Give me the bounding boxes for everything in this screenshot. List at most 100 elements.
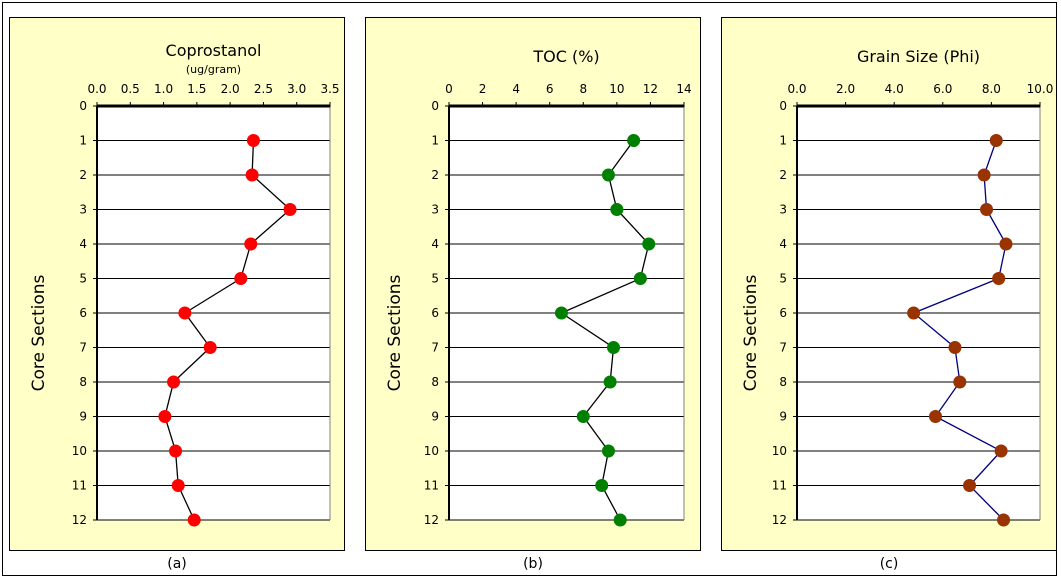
data-point <box>607 341 620 354</box>
data-point <box>187 513 201 527</box>
chart-panel-coprostanol: 0.0 0.5 1.0 1.5 2.0 2.5 3.0 3.5 0 1 2 3 4 5 6 7 8 9 10 11 12… <box>9 17 345 551</box>
y-tick-label: 6 <box>79 306 87 320</box>
data-point <box>992 272 1006 285</box>
chart-title: Grain Size (Phi) <box>857 47 980 66</box>
x-tick-label: 4.0 <box>885 82 904 96</box>
x-tick-label: 2.0 <box>836 82 855 96</box>
y-axis-title: Core Sections <box>385 274 405 391</box>
y-tick-label: 1 <box>79 134 87 148</box>
x-tick-label: 0.0 <box>87 82 106 96</box>
y-tick-label: 11 <box>772 479 787 493</box>
chart-title: Coprostanol <box>166 41 262 60</box>
y-tick-label: 3 <box>79 203 87 217</box>
y-tick-label: 8 <box>779 375 787 389</box>
data-point <box>171 479 185 492</box>
y-tick-label: 10 <box>772 444 787 458</box>
data-point <box>613 513 627 527</box>
x-tick-label: 6.0 <box>933 82 952 96</box>
data-point <box>246 134 260 147</box>
data-point <box>642 237 656 251</box>
data-point <box>601 168 615 182</box>
y-tick-label: 4 <box>79 237 87 251</box>
data-point <box>167 375 181 389</box>
x-tick-label: 0 <box>445 82 453 96</box>
y-tick-label: 12 <box>72 513 87 527</box>
data-point <box>595 479 609 492</box>
data-point <box>627 134 641 147</box>
data-point <box>929 410 943 423</box>
x-tick-label: 8 <box>579 82 587 96</box>
chart-subtitle: (ug/gram) <box>186 63 241 76</box>
x-tick-label: 14 <box>676 82 691 96</box>
data-point <box>169 444 183 458</box>
data-point <box>633 272 647 285</box>
data-point <box>178 306 192 320</box>
caption-b: (b) <box>523 556 543 572</box>
data-point <box>234 272 248 285</box>
chart-svg: 0.0 0.5 1.0 1.5 2.0 2.5 3.0 3.50123456789101112… <box>29 41 340 527</box>
x-tick-label: 10 <box>609 82 624 96</box>
x-tick-label: 3.0 <box>287 82 306 96</box>
data-point <box>980 203 994 216</box>
data-point <box>948 341 962 354</box>
y-axis-title: Core Sections <box>29 274 49 391</box>
y-tick-label: 0 <box>79 99 87 113</box>
y-tick-label: 6 <box>779 306 787 320</box>
data-point <box>963 479 977 492</box>
x-tick-label: 2.5 <box>254 82 273 96</box>
y-tick-label: 5 <box>79 272 87 286</box>
caption-c: (c) <box>879 556 899 572</box>
y-tick-label: 8 <box>79 375 87 389</box>
y-tick-label: 2 <box>79 168 87 182</box>
y-tick-label: 8 <box>431 375 439 389</box>
y-tick-label: 3 <box>431 203 439 217</box>
x-tick-label: 2 <box>479 82 487 96</box>
data-point <box>203 341 217 354</box>
y-tick-label: 2 <box>431 168 439 182</box>
y-tick-label: 0 <box>431 99 439 113</box>
x-tick-label: 2.0 <box>221 82 240 96</box>
data-point <box>554 306 568 320</box>
y-tick-label: 11 <box>72 479 87 493</box>
chart-panel-toc: 0 2 4 6 8 10 12 14 0 1 2 3 4 5 6 7 8 9 10 11 12 TOC (%) Core S… <box>365 17 701 551</box>
x-tick-label: 4 <box>512 82 520 96</box>
data-point <box>989 134 1003 147</box>
y-tick-label: 10 <box>72 444 87 458</box>
data-point <box>994 444 1008 458</box>
data-point <box>158 410 172 423</box>
y-tick-label: 0 <box>779 99 787 113</box>
y-tick-label: 12 <box>424 513 439 527</box>
y-tick-label: 1 <box>431 134 439 148</box>
chart-title: TOC (%) <box>532 47 599 66</box>
y-tick-label: 4 <box>431 237 439 251</box>
x-tick-label: 3.5 <box>320 82 339 96</box>
data-point <box>610 203 624 216</box>
x-tick-label: 0.0 <box>787 82 806 96</box>
caption-a: (a) <box>167 556 187 572</box>
y-tick-label: 12 <box>772 513 787 527</box>
data-point <box>603 375 617 389</box>
x-tick-label: 1.0 <box>154 82 173 96</box>
y-tick-label: 9 <box>431 410 439 424</box>
y-tick-label: 5 <box>779 272 787 286</box>
chart-svg: 0.0 2.0 4.0 6.0 8.0 10.00123456789101112Grain… <box>741 47 1053 527</box>
y-tick-label: 3 <box>779 203 787 217</box>
y-tick-label: 7 <box>431 341 439 355</box>
y-tick-label: 7 <box>779 341 787 355</box>
y-tick-label: 10 <box>424 444 439 458</box>
y-tick-label: 6 <box>431 306 439 320</box>
y-axis-title: Core Sections <box>741 274 761 391</box>
y-tick-label: 9 <box>779 410 787 424</box>
y-tick-label: 2 <box>779 168 787 182</box>
data-point <box>977 168 991 182</box>
y-tick-label: 7 <box>79 341 87 355</box>
y-tick-label: 11 <box>424 479 439 493</box>
x-tick-label: 8.0 <box>982 82 1001 96</box>
x-tick-label: 1.5 <box>187 82 206 96</box>
data-point <box>997 513 1011 527</box>
data-point <box>601 444 615 458</box>
data-point <box>283 203 297 216</box>
chart-panel-grain-size: 0.0 2.0 4.0 6.0 8.0 10.0 0 1 2 3 4 5 6 7 8 9 10 11 12 Grain… <box>721 17 1057 551</box>
